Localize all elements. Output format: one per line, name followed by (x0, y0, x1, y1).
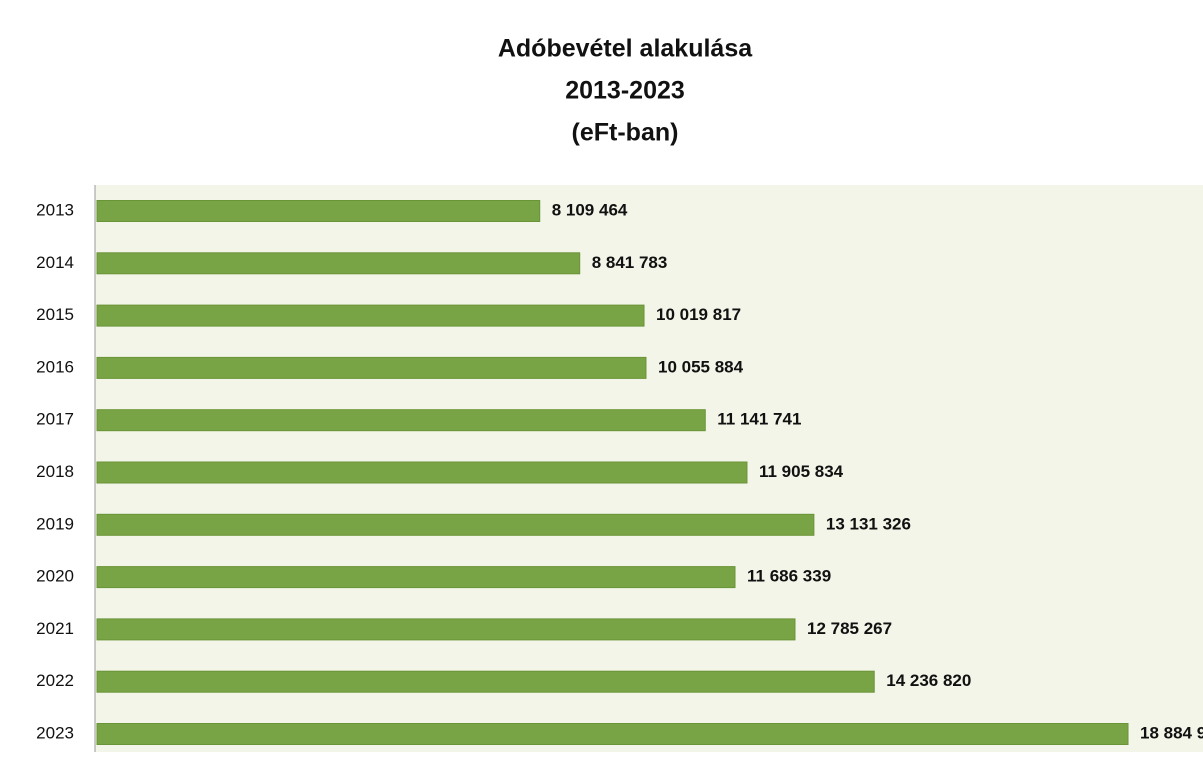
data-label: 12 785 267 (807, 619, 892, 638)
bar (96, 200, 541, 222)
y-tick-label: 2013 (36, 200, 74, 219)
bar (96, 252, 581, 275)
y-tick-label: 2020 (36, 567, 74, 586)
y-tick-label: 2021 (36, 619, 74, 638)
y-tick-label: 2017 (36, 410, 74, 429)
y-tick-label: 2019 (36, 514, 74, 533)
y-tick-label: 2023 (36, 723, 74, 742)
y-tick-label: 2015 (36, 305, 74, 324)
data-label: 11 141 741 (717, 410, 801, 429)
bar (96, 670, 875, 693)
y-tick-label: 2018 (36, 462, 74, 481)
bar (96, 723, 1129, 745)
data-label: 8 841 783 (592, 253, 668, 272)
data-label: 8 109 464 (552, 200, 628, 219)
data-label: 11 905 834 (759, 462, 844, 481)
chart-subtitle: (eFt-ban) (572, 119, 679, 147)
data-label: 10 019 817 (656, 305, 741, 324)
chart-subtitle: 2013-2023 (565, 77, 685, 105)
bar (96, 461, 748, 484)
data-label: 13 131 326 (826, 514, 911, 533)
bar (96, 513, 815, 536)
y-tick-label: 2016 (36, 357, 74, 376)
chart-title: Adóbevétel alakulása (498, 35, 753, 63)
y-tick-label: 2014 (36, 253, 74, 272)
data-label: 14 236 820 (886, 671, 971, 690)
y-tick-label: 2022 (36, 671, 74, 690)
bar (96, 566, 736, 589)
bar (96, 356, 647, 379)
data-label: 10 055 884 (658, 357, 744, 376)
data-label: 11 686 339 (747, 567, 831, 586)
bar (96, 409, 706, 432)
data-label: 18 884 945 (1140, 723, 1203, 742)
bar (96, 304, 645, 327)
bar (96, 618, 796, 641)
